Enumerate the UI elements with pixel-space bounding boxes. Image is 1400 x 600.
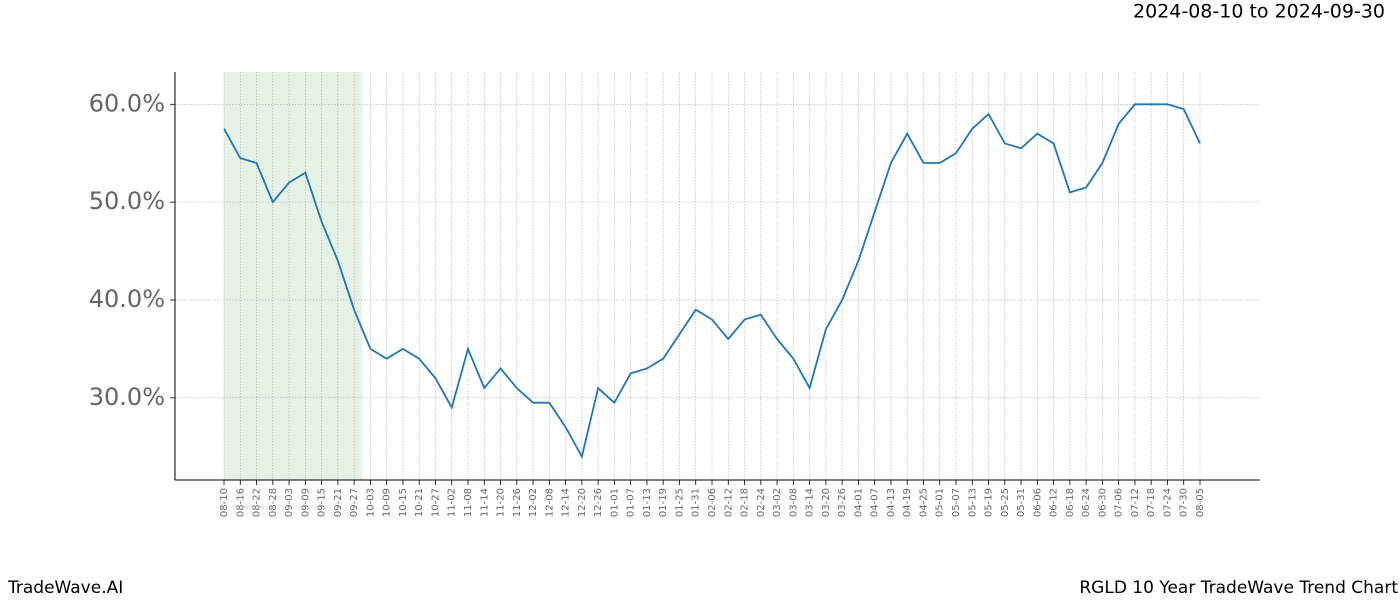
highlight-range [224, 72, 363, 480]
x-tick-label: 11-26 [512, 488, 523, 517]
y-tick-label: 60.0% [89, 89, 165, 117]
x-tick-label: 01-25 [674, 488, 685, 517]
x-tick-label: 01-07 [626, 488, 637, 517]
x-tick-label: 08-10 [219, 488, 230, 517]
x-tick-label: 05-25 [1000, 488, 1011, 517]
x-tick-label: 04-01 [853, 488, 864, 517]
x-tick-label: 09-21 [333, 488, 344, 517]
x-tick-label: 05-19 [984, 488, 995, 517]
x-tick-label: 04-07 [870, 488, 881, 517]
x-tick-label: 06-06 [1032, 488, 1043, 517]
x-tick-label: 12-26 [593, 488, 604, 517]
x-tick-label: 10-21 [414, 488, 425, 517]
x-tick-label: 03-08 [788, 488, 799, 517]
x-tick-label: 08-28 [268, 488, 279, 517]
x-tick-label: 01-31 [691, 488, 702, 517]
x-tick-label: 02-18 [740, 488, 751, 517]
x-tick-label: 07-18 [1146, 488, 1157, 517]
x-tick-label: 01-01 [609, 488, 620, 517]
x-tick-label: 04-19 [902, 488, 913, 517]
x-tick-label: 03-02 [772, 488, 783, 517]
x-tick-label: 11-14 [479, 488, 490, 517]
x-tick-label: 10-03 [365, 488, 376, 517]
x-tick-label: 04-13 [886, 488, 897, 517]
x-tick-label: 09-03 [284, 488, 295, 517]
x-tick-label: 08-16 [235, 488, 246, 517]
x-tick-label: 02-24 [756, 488, 767, 517]
x-tick-label: 02-06 [707, 488, 718, 517]
x-tick-label: 11-20 [496, 488, 507, 517]
x-tick-label: 11-08 [463, 488, 474, 517]
x-tick-label: 01-19 [658, 488, 669, 517]
x-tick-label: 12-20 [577, 488, 588, 517]
x-tick-label: 10-15 [398, 488, 409, 517]
x-tick-label: 10-27 [430, 488, 441, 517]
x-tick-label: 11-02 [447, 488, 458, 517]
x-tick-label: 10-09 [382, 488, 393, 517]
x-tick-label: 04-25 [918, 488, 929, 517]
x-tick-label: 12-02 [528, 488, 539, 517]
x-tick-label: 09-09 [300, 488, 311, 517]
x-tick-label: 01-13 [642, 488, 653, 517]
x-tick-label: 08-05 [1195, 488, 1206, 517]
line-series [223, 103, 1201, 459]
x-tick-label: 06-18 [1065, 488, 1076, 517]
footer-right: RGLD 10 Year TradeWave Trend Chart [1079, 578, 1398, 598]
x-tick-label: 06-30 [1097, 488, 1108, 517]
x-tick-label: 07-06 [1114, 488, 1125, 517]
x-tick-label: 05-07 [951, 488, 962, 517]
chart-subtitle: 2024-08-10 to 2024-09-30 [1133, 1, 1385, 23]
x-tick-label: 07-12 [1130, 488, 1141, 517]
x-tick-label: 05-31 [1016, 488, 1027, 517]
x-tick-label: 03-26 [837, 488, 848, 517]
x-tick-label: 12-08 [544, 488, 555, 517]
x-tick-label: 09-15 [317, 488, 328, 517]
x-tick-label: 05-13 [967, 488, 978, 517]
y-tick-label: 50.0% [89, 187, 165, 215]
x-tick-label: 06-24 [1081, 488, 1092, 517]
x-tick-label: 02-12 [723, 488, 734, 517]
y-tick-label: 40.0% [89, 285, 165, 313]
y-tick-label: 30.0% [89, 383, 165, 411]
x-tick-label: 03-20 [821, 488, 832, 517]
x-tick-label: 08-22 [252, 488, 263, 517]
x-tick-label: 07-24 [1162, 488, 1173, 517]
footer-left: TradeWave.AI [7, 578, 123, 598]
x-tick-label: 12-14 [561, 488, 572, 517]
x-tick-label: 05-01 [935, 488, 946, 517]
x-tick-label: 03-14 [805, 488, 816, 517]
x-tick-label: 07-30 [1179, 488, 1190, 517]
x-tick-label: 09-27 [349, 488, 360, 517]
x-tick-label: 06-12 [1049, 488, 1060, 517]
